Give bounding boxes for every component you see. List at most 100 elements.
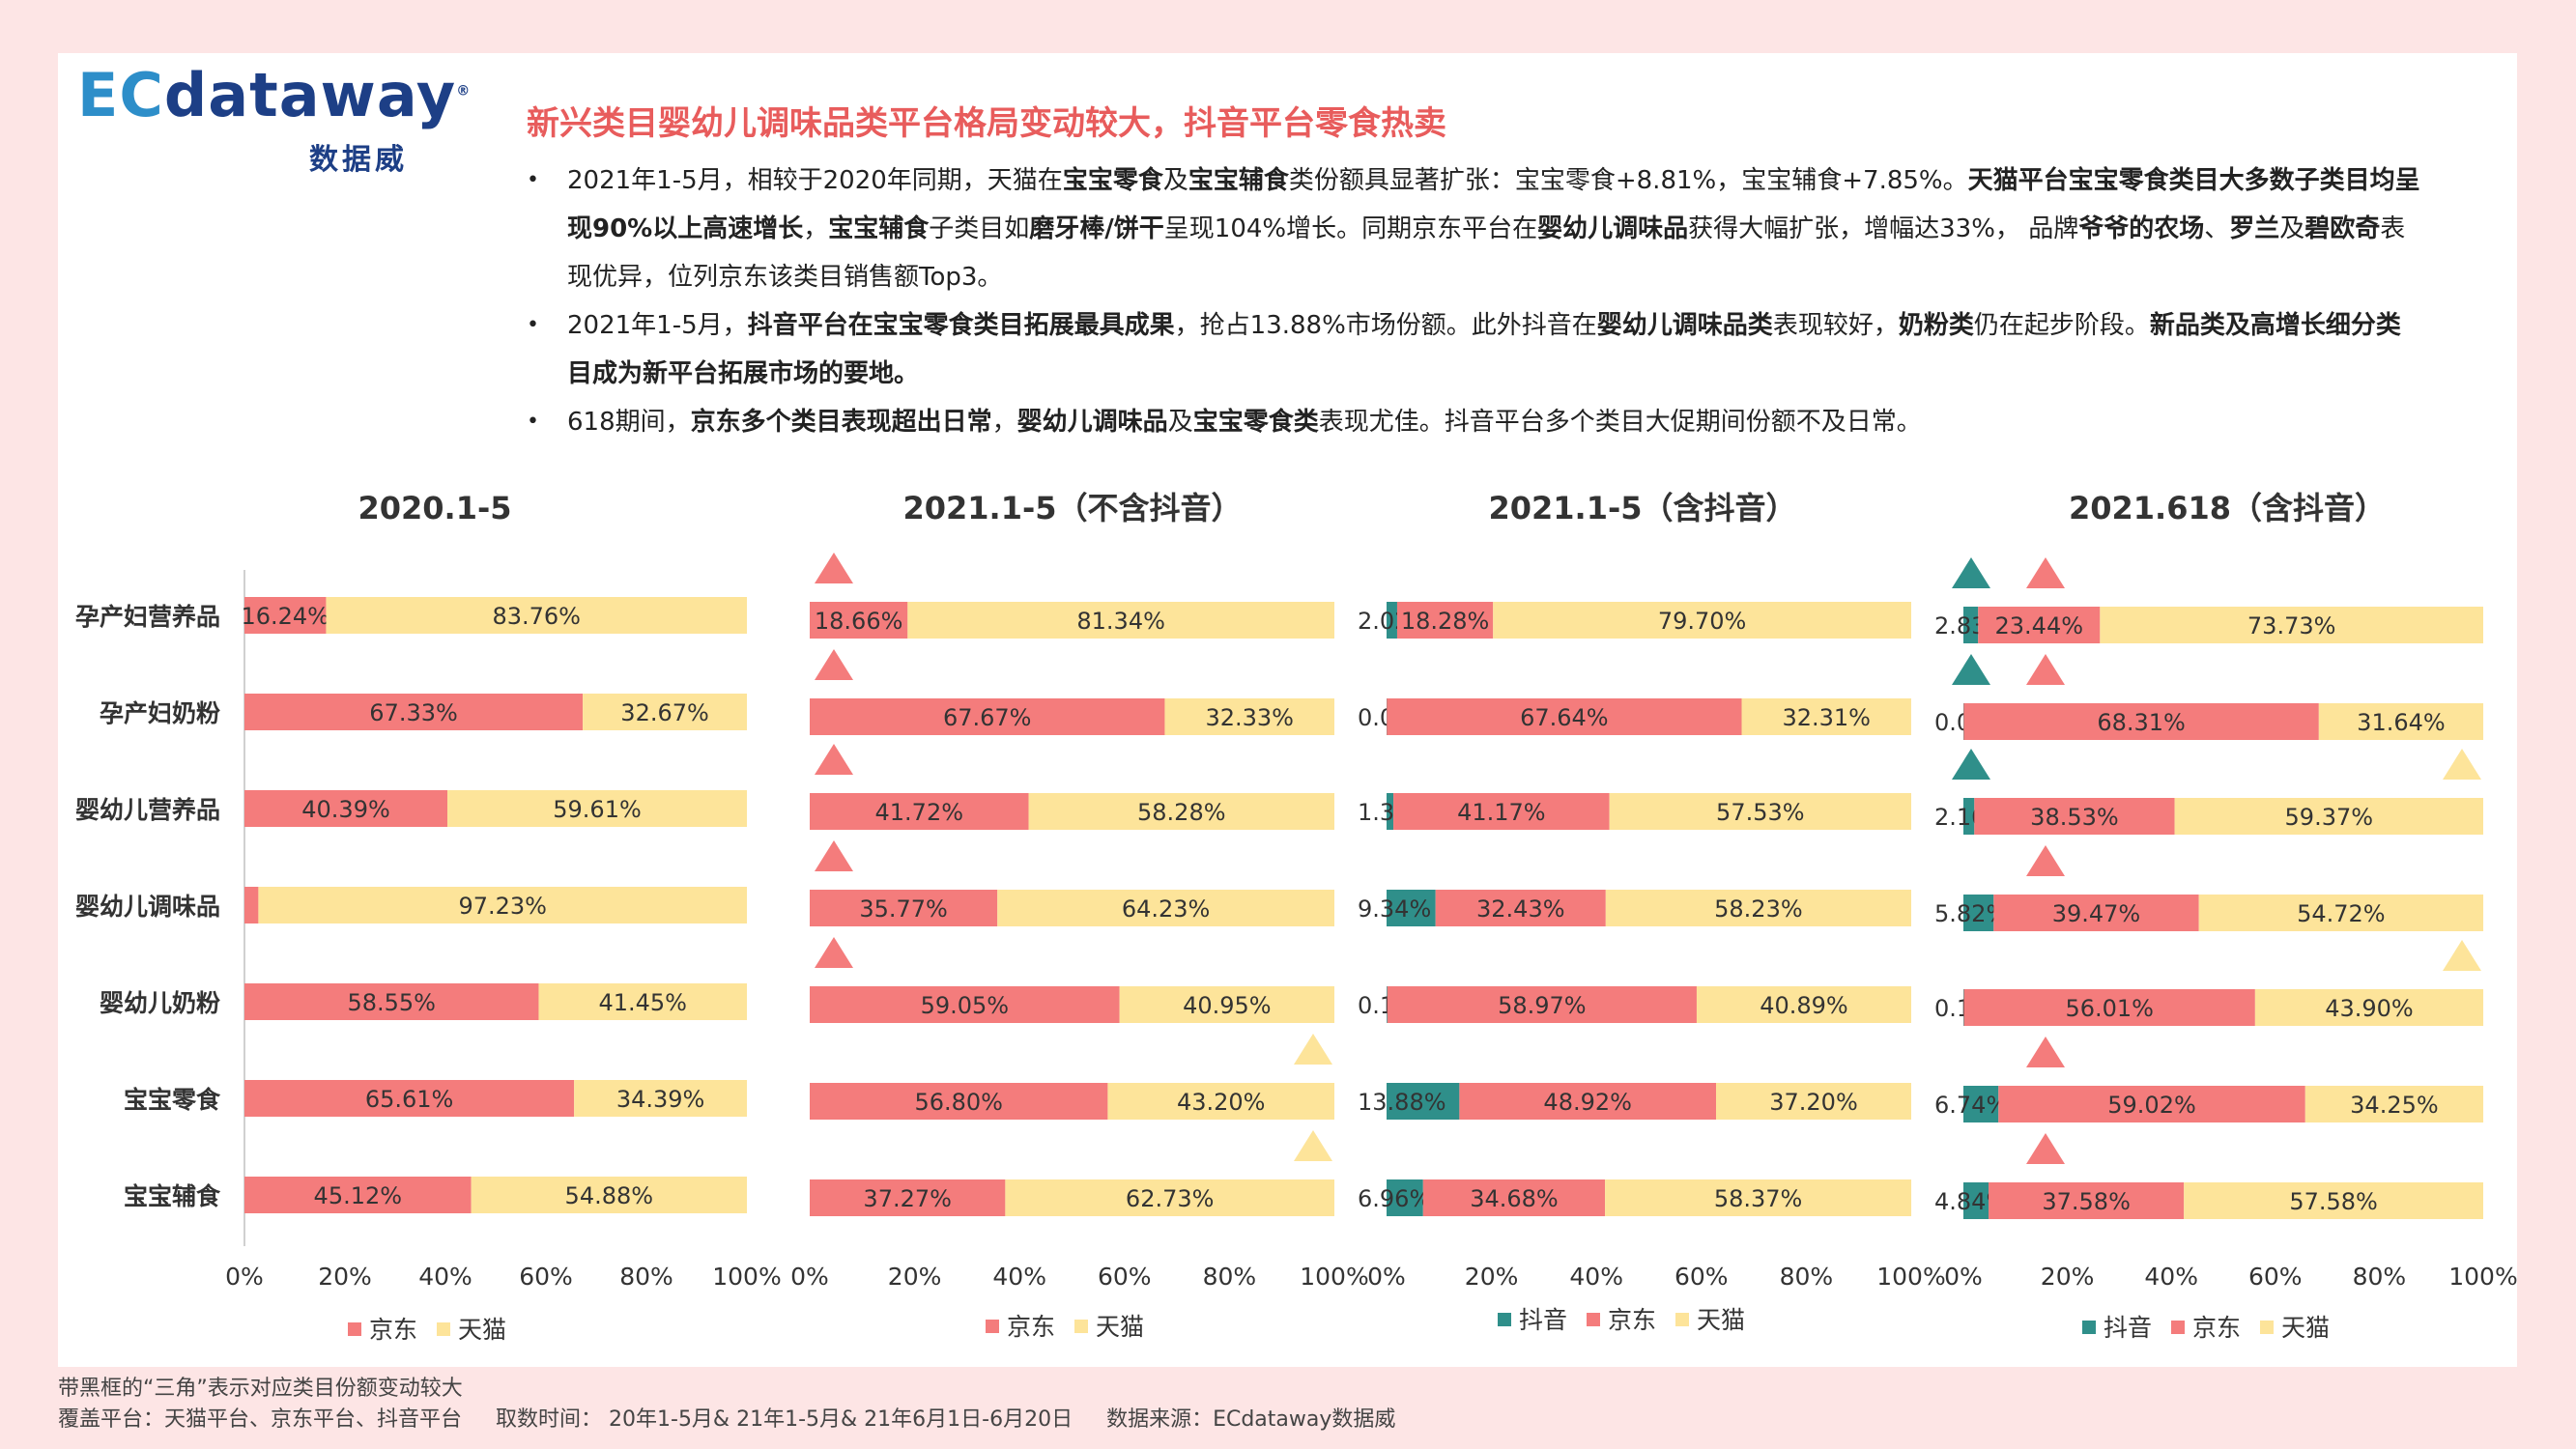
bar-tmall [2184,1182,2483,1219]
legend-swatch-tmall [1074,1320,1088,1333]
data-label-tmall: 34.25% [2350,1092,2439,1119]
bar-jd [810,986,1120,1023]
bar-jd [810,602,908,639]
data-label-jd: 67.33% [369,699,458,726]
bullet-bold-text: 宝宝零食类 [1192,408,1319,437]
change-marker-tmall [1294,1034,1332,1065]
bar-tmall [471,1177,747,1213]
bar-tmall [574,1080,747,1117]
bar-jd [810,793,1029,830]
headline: 新兴类目婴幼儿调味品类平台格局变动较大，抖音平台零食热卖 [527,104,1446,143]
data-label-douyin: 13.88% [1358,1089,1446,1116]
chart-title: 2021.618（含抖音） [2069,490,2386,526]
bar-tmall [326,597,747,634]
data-label-tmall: 57.58% [2289,1188,2378,1215]
data-label-tmall: 73.73% [2247,612,2336,639]
bullet-bold-text: 碧欧奇 [2304,214,2381,243]
legend-swatch-tmall [437,1322,450,1336]
bar-jd [244,597,327,634]
data-label-jd: 38.53% [2030,804,2119,831]
bar-tmall [1605,890,1911,926]
data-label-jd: 23.44% [1995,612,2084,639]
category-label: 婴幼儿奶粉 [100,989,220,1017]
data-label-jd: 59.02% [2107,1092,2196,1119]
legend-label-jd: 京东 [1007,1313,1055,1341]
change-marker-jd [2026,1133,2065,1164]
data-label-jd: 39.47% [2052,900,2141,927]
bar-jd [1387,986,1697,1023]
category-label: 孕产妇营养品 [75,603,220,631]
change-marker-jd [2026,845,2065,876]
category-label: 宝宝零食 [124,1086,221,1114]
bullet-text: 获得大幅扩张，增幅达33%， 品牌 [1688,214,2079,243]
category-label: 婴幼儿调味品 [75,893,220,921]
data-label-tmall: 58.23% [1714,895,1803,923]
bullet-bold-text: 新品类及高增长细分类目成为新平台拓展市场的要地。 [567,311,2401,388]
logo-wordmark: ECdataway® [77,60,472,130]
bar-douyin [1387,793,1394,830]
bullet-text: 子类目如 [929,214,1030,243]
change-marker-jd [815,553,853,583]
bullet-bold-text: 宝宝零食 [1062,166,1163,195]
legend-label-tmall: 天猫 [2281,1314,2330,1342]
x-tick-label: 40% [992,1263,1046,1291]
bar-jd [810,698,1165,735]
bar-tmall [1005,1179,1334,1216]
bar-tmall [1696,986,1911,1023]
data-label-douyin: 6.74% [1934,1092,2008,1119]
bar-jd [1974,798,2175,835]
bar-tmall [1028,793,1334,830]
data-label-tmall: 54.72% [2297,900,2386,927]
footer-note: 带黑框的“三角”表示对应类目份额变动较大 [58,1377,463,1401]
bar-douyin [1963,1182,1989,1219]
change-marker-jd [2026,654,2065,685]
data-label-tmall: 41.45% [598,989,687,1016]
bar-jd [1993,895,2199,931]
footer-period: 取数时间： 20年1-5月& 21年1-5月& 21年6月1日-6月20日 [496,1407,1073,1432]
summary-bullet: 2021年1-5月，相较于2020年同期，天猫在宝宝零食及宝宝辅食类份额具显著扩… [527,156,2420,301]
x-tick-label: 0% [225,1263,264,1291]
change-marker-douyin [1952,654,1990,685]
x-tick-label: 100% [1876,1263,1945,1291]
bar-tmall [258,887,747,923]
data-label-douyin: 6.96% [1358,1185,1431,1212]
bar-tmall [1107,1083,1334,1120]
chart-title: 2021.1-5（含抖音） [1488,490,1796,526]
bullet-text: ，抢占13.88%市场份额。此外抖音在 [1174,311,1597,340]
bullet-text: ， [803,214,829,243]
bar-tmall [2174,798,2483,835]
legend-swatch-douyin [1498,1313,1511,1326]
summary-bullet: 2021年1-5月，抖音平台在宝宝零食类目拓展最具成果，抢占13.88%市场份额… [527,301,2420,398]
bar-tmall [907,602,1334,639]
data-label-tmall: 32.31% [1782,704,1871,731]
change-marker-jd [2026,1037,2065,1067]
change-marker-douyin [1952,749,1990,780]
x-tick-label: 100% [2448,1263,2517,1291]
x-tick-label: 20% [318,1263,372,1291]
bar-jd [1393,793,1610,830]
bar-tmall [1493,602,1911,639]
data-label-tmall: 64.23% [1122,895,1211,923]
bullet-bold-text: 爷爷的农场 [2078,214,2205,243]
data-label-jd: 35.77% [859,895,948,923]
data-label-tmall: 59.37% [2285,804,2374,831]
bullet-bold-text: 奶粉类 [1898,311,1974,340]
bar-tmall [2100,607,2483,643]
bullet-text: 表现较好， [1772,311,1899,340]
data-label-jd: 40.39% [301,796,390,823]
bar-tmall [538,983,747,1020]
legend-label-douyin: 抖音 [2104,1314,2152,1342]
data-label-jd: 58.55% [347,989,436,1016]
bullet-text: 及 [1167,408,1193,437]
data-label-tmall: 57.53% [1716,799,1805,826]
data-label-tmall: 59.61% [553,796,642,823]
bar-douyin [1387,1083,1460,1120]
category-label: 孕产妇奶粉 [100,699,220,727]
bullet-bold-text: 抖音平台在宝宝零食类目拓展最具成果 [747,311,1175,340]
legend-label-douyin: 抖音 [1519,1306,1567,1334]
bar-douyin [1963,798,1975,835]
bullet-text: 及 [2279,214,2305,243]
bullet-bold-text: 天猫平台宝宝零食类目大多数子类目均呈现90%以上高速增长 [567,166,2420,243]
data-label-jd: 45.12% [314,1182,403,1209]
